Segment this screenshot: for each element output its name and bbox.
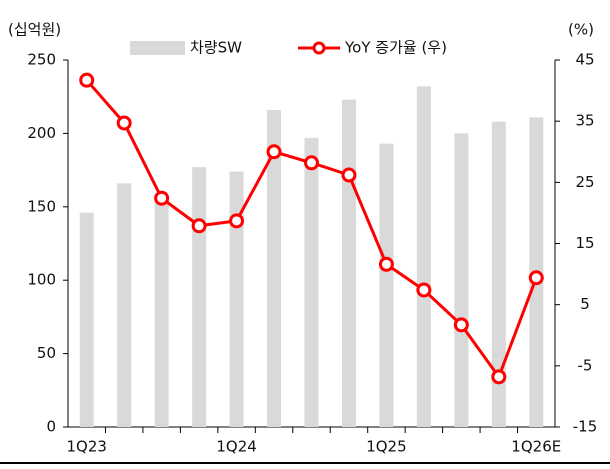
bar [192,167,207,427]
line-point [528,270,544,286]
x-tick-label: 1Q26E [511,438,561,456]
line-point [416,282,432,298]
y-tick-label: 100 [27,271,56,289]
line-point [453,317,469,333]
line-point [79,72,95,88]
y-axis-label: (십억원) [8,21,61,39]
y-tick-label: 50 [37,344,56,362]
x-tick-label: 1Q23 [67,438,107,456]
line-point [229,213,245,229]
bar [454,133,469,427]
x-tick-label: 1Q25 [366,438,406,456]
line-point [304,155,319,171]
legend-label: 차량SW [190,39,242,57]
bar [229,171,244,427]
line-point [191,218,207,234]
line-point [154,190,170,206]
x-tick-label: 1Q24 [216,438,256,456]
y2-tick-label: 25 [575,173,594,191]
legend-swatch [312,41,326,55]
bar [491,121,506,427]
legend-label: YoY 증가율 (우) [344,39,447,57]
y-tick-label: 150 [27,197,56,215]
legend-swatch [130,41,185,55]
bar [117,183,132,427]
bar [416,86,431,427]
y2-tick-label: 35 [575,112,594,130]
line-point [378,256,394,272]
bar [379,143,394,427]
line-point [266,144,282,160]
y2-tick-label: 5 [580,295,590,313]
y2-axis-label: (%) [568,21,594,39]
y2-tick-label: -15 [573,418,598,436]
bar [267,109,282,428]
bar [154,199,169,427]
bar [341,99,356,428]
bar [79,212,94,427]
line-point [491,369,507,385]
line-point [341,167,357,183]
y2-tick-label: 45 [575,51,594,69]
y-tick-label: 0 [46,418,56,436]
line-point [116,115,132,131]
y-tick-label: 250 [27,51,56,69]
bar [304,137,319,427]
y2-tick-label: 15 [575,234,594,252]
y-tick-label: 200 [27,124,56,142]
y2-tick-label: -5 [578,356,593,374]
